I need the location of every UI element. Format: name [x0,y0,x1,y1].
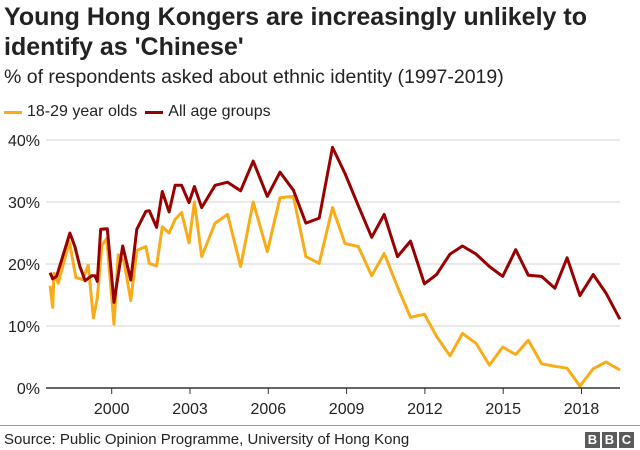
line-chart: 0% 10% 20% 30% 40% 2000 2003 2006 2009 2012 2015 20… [8,133,622,418]
series-line-all-ages [48,145,622,320]
logo-letter: B [585,432,600,448]
x-tick-label: 2009 [329,401,365,418]
y-tick-label: 0% [17,381,40,398]
y-tick-label: 20% [8,257,40,274]
logo-letter: B [602,432,617,448]
legend-label-all: All age groups [168,103,271,120]
source-note: Source: Public Opinion Programme, Univer… [4,431,410,448]
logo-letter: C [619,432,634,448]
series-line-18-29 [48,194,621,388]
y-tick-label: 10% [8,319,40,336]
bbc-logo: B B C [585,432,634,448]
x-tick-label: 2012 [407,401,443,418]
x-tick-label: 2003 [172,401,208,418]
y-tick-label: 40% [8,133,40,150]
chart-title: Young Hong Kongers are increasingly unli… [4,3,587,61]
x-tick-label: 2018 [564,401,600,418]
legend-swatch-young [4,110,22,114]
legend-item-young: 18-29 year olds [4,103,137,121]
legend-swatch-all [145,110,164,114]
chart-subtitle: % of respondents asked about ethnic iden… [4,66,504,88]
x-tick-label: 2015 [485,401,521,418]
footer-divider [0,425,640,426]
legend-label-young: 18-29 year olds [27,103,138,120]
legend-item-all: All age groups [145,103,271,121]
y-tick-label: 30% [8,195,40,212]
x-tick-label: 2006 [251,401,287,418]
x-tick-label: 2000 [94,401,130,418]
legend: 18-29 year olds All age groups [4,103,271,121]
